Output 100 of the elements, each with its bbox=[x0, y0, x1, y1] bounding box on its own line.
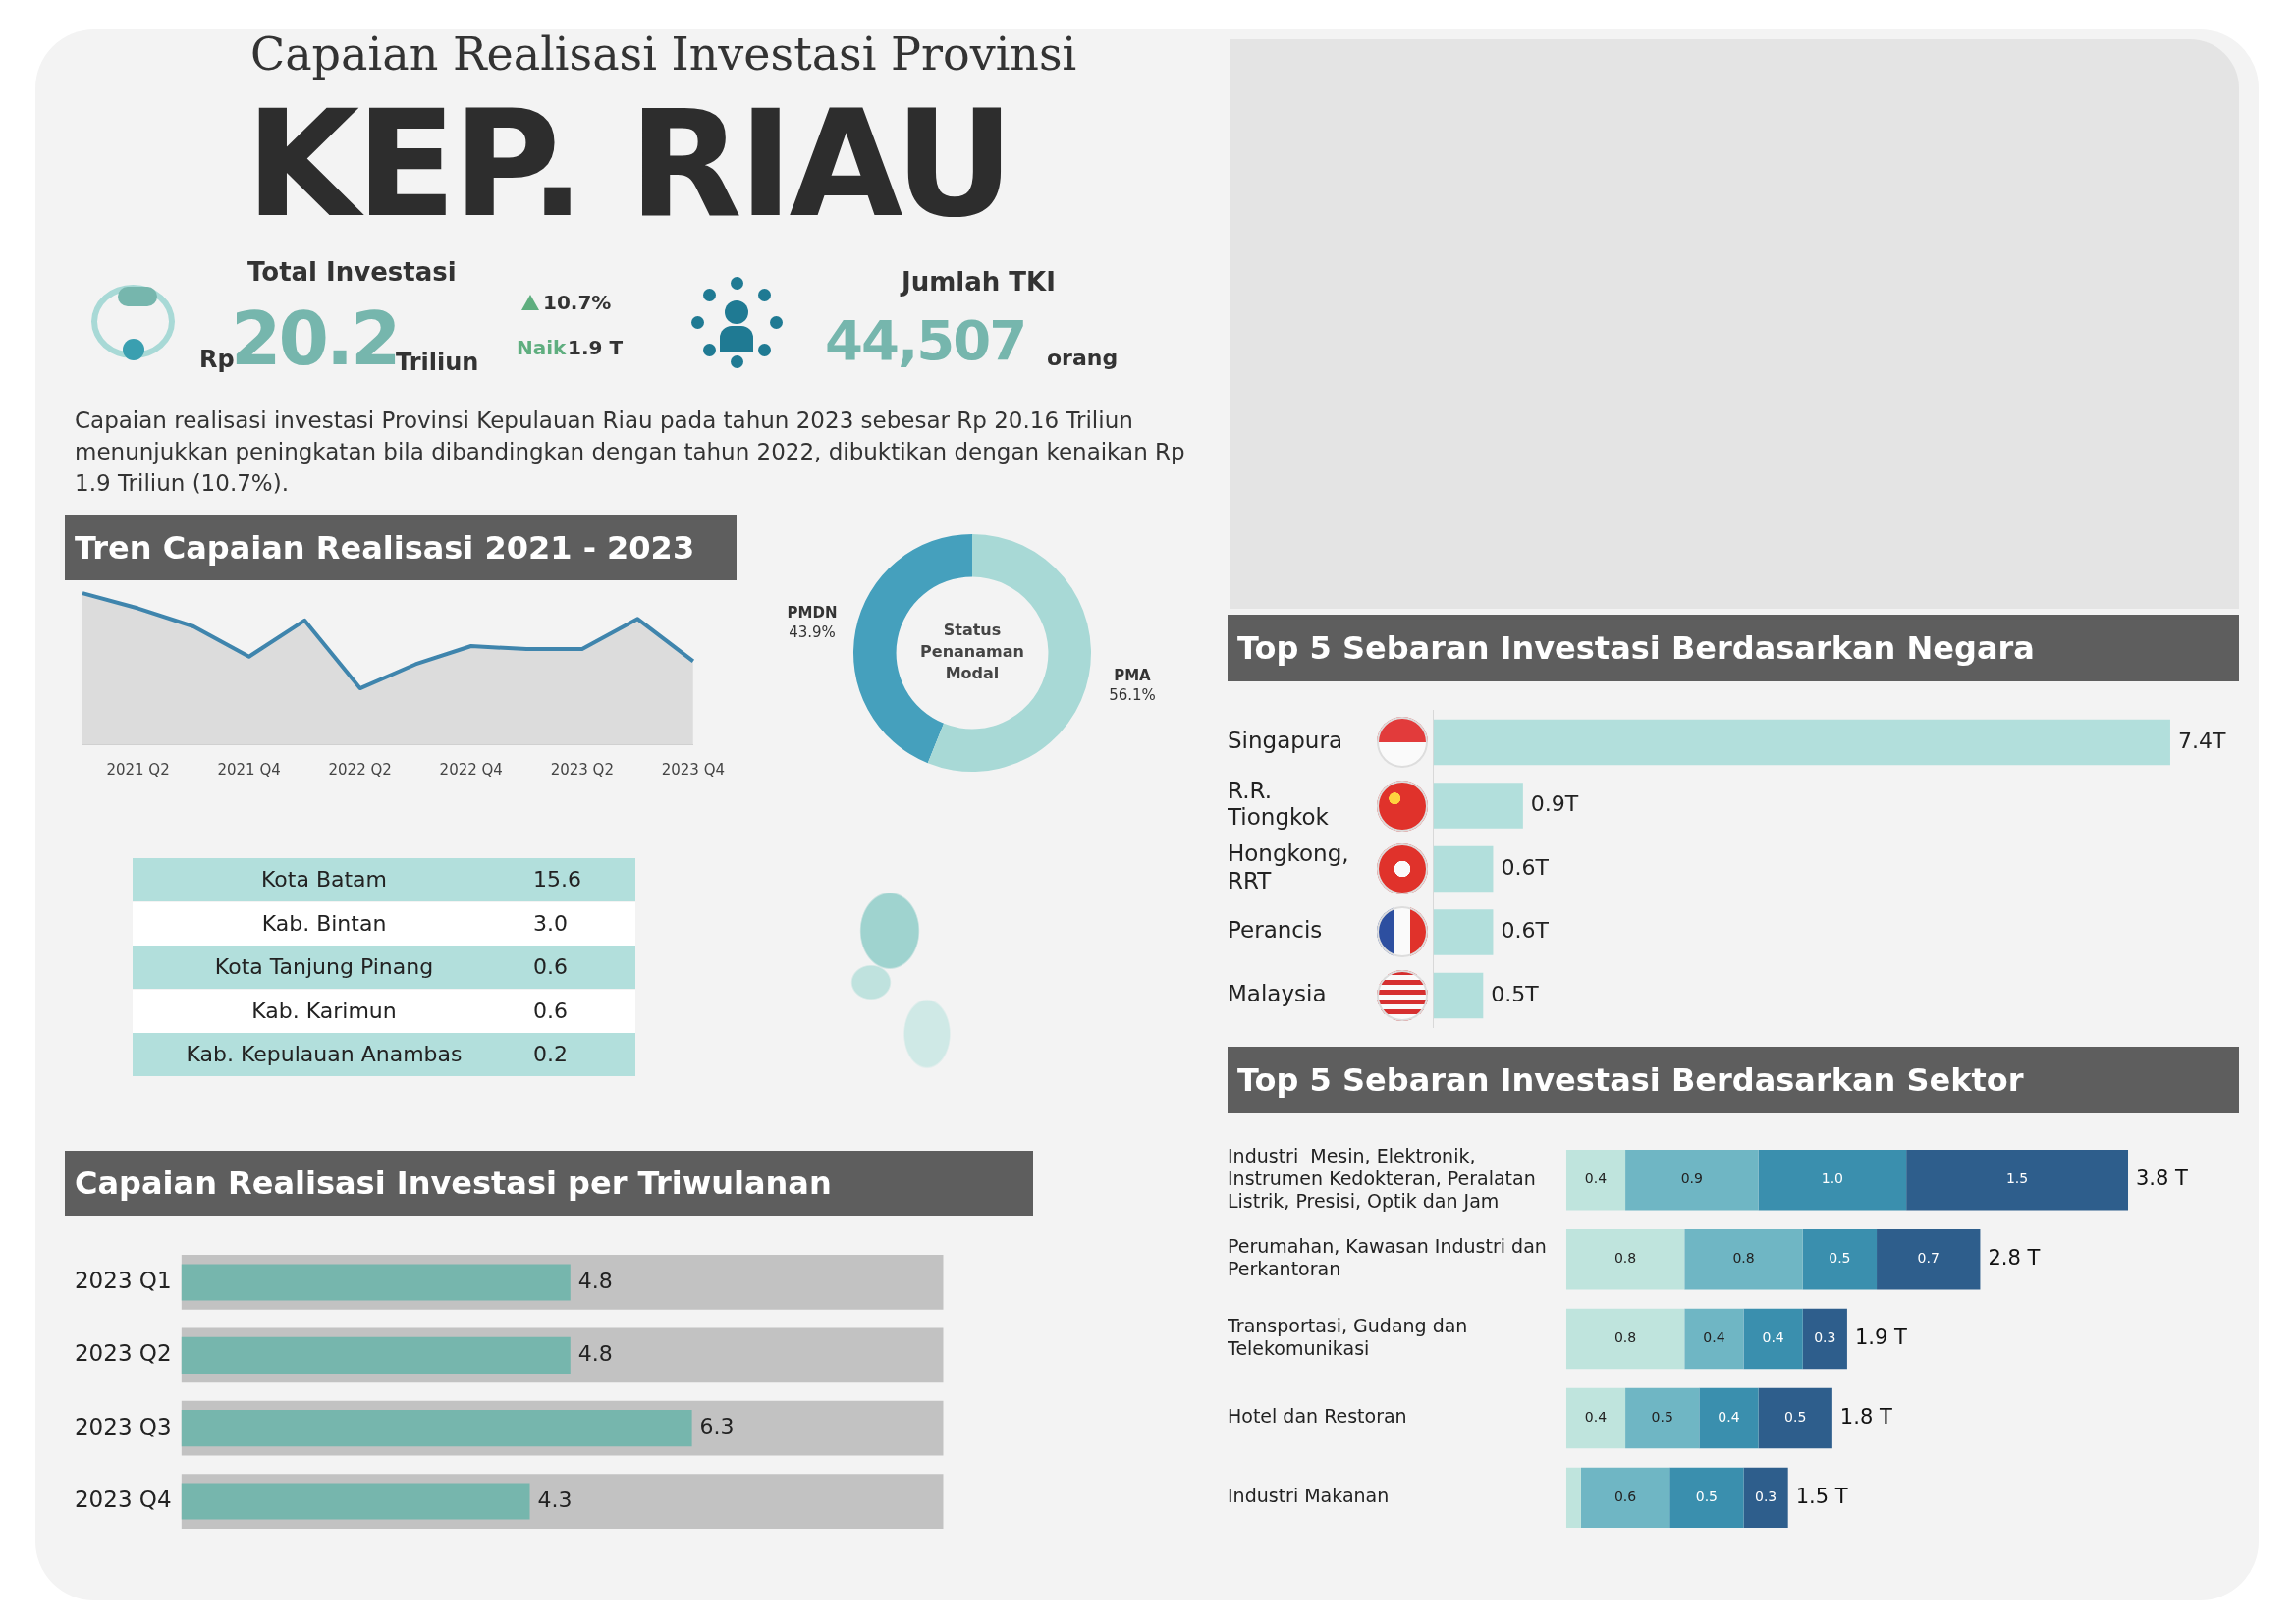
text: Jumlah TKI bbox=[902, 267, 1056, 297]
x-tick-label: 2022 Q2 bbox=[328, 760, 392, 779]
bar bbox=[181, 1264, 571, 1301]
data-label: 0.4 bbox=[1718, 1409, 1740, 1426]
bar bbox=[1565, 1228, 1685, 1290]
data-label: 0.4 bbox=[1703, 1329, 1725, 1346]
text: Total Investasi bbox=[247, 257, 457, 287]
text: Status Penanaman Modal bbox=[920, 621, 1024, 682]
data-label: 43.9% bbox=[789, 623, 836, 642]
bar bbox=[1565, 1150, 1626, 1211]
data-label: 0.5 bbox=[1784, 1409, 1807, 1426]
chart-title: Tren Capaian Realisasi 2021 - 2023 bbox=[65, 515, 737, 580]
bar bbox=[1625, 1150, 1759, 1211]
total-label: 3.8 T bbox=[2136, 1166, 2189, 1191]
data-label: 0.4 bbox=[1584, 1170, 1608, 1187]
category-label: Kab. Kepulauan Anambas bbox=[185, 1042, 464, 1066]
data-label: 0.3 bbox=[1814, 1329, 1836, 1346]
data-label: 0.9 bbox=[1680, 1170, 1703, 1187]
text: 0.2 bbox=[533, 1042, 568, 1066]
data-label: 0.6T bbox=[1501, 854, 1550, 880]
chart-title: Capaian Realisasi Investasi per Triwulanan bbox=[65, 1151, 1033, 1216]
y-tick-label: 2023 Q2 bbox=[74, 1340, 172, 1367]
bar bbox=[1580, 1467, 1670, 1529]
bar bbox=[1433, 972, 1484, 1019]
y-tick-label: Industri Makanan bbox=[1228, 1485, 1390, 1507]
data-label: 0.4 bbox=[1762, 1329, 1784, 1346]
data-label: 4.3 bbox=[537, 1487, 573, 1512]
data-label: 4.8 bbox=[577, 1268, 613, 1293]
bar bbox=[1877, 1228, 1981, 1290]
bar bbox=[1565, 1308, 1685, 1370]
text: KEP. RIAU bbox=[246, 79, 1011, 249]
text: 10.7% bbox=[543, 291, 612, 314]
text: Triliun bbox=[396, 349, 479, 376]
text: Capaian Realisasi Investasi Provinsi bbox=[250, 27, 1077, 81]
x-tick-label: 2021 Q2 bbox=[106, 760, 170, 779]
data-label: 1.0 bbox=[1821, 1170, 1843, 1187]
chart-title: Top 5 Sebaran Investasi Berdasarkan Sektor bbox=[1228, 1047, 2239, 1113]
data-label: 6.3 bbox=[699, 1414, 735, 1439]
text: 44,507 bbox=[825, 308, 1026, 373]
category-label: Kota Tanjung Pinang bbox=[213, 954, 435, 979]
slice-label: PMA bbox=[1114, 666, 1152, 684]
x-tick-label: 2021 Q4 bbox=[217, 760, 281, 779]
bar bbox=[1802, 1308, 1847, 1370]
bar bbox=[1758, 1387, 1832, 1449]
bar bbox=[1684, 1228, 1803, 1290]
bar bbox=[181, 1483, 530, 1520]
bar bbox=[1433, 909, 1494, 955]
y-tick-label: Industri Mesin, Elektronik, Instrumen Kedokteran, Peralatan Listrik, Presisi, Optik dan Jam bbox=[1228, 1144, 1536, 1212]
y-tick-label: Hotel dan Restoran bbox=[1228, 1405, 1407, 1428]
data-label: 0.6 bbox=[1613, 1489, 1637, 1504]
bar bbox=[1625, 1387, 1700, 1449]
data-label: 0.8 bbox=[1613, 1329, 1637, 1346]
data-label: 0.3 bbox=[1754, 1489, 1777, 1504]
chart-title: Top 5 Sebaran Investasi Berdasarkan Negara bbox=[1228, 615, 2239, 681]
bar bbox=[181, 1410, 692, 1447]
bar bbox=[1802, 1228, 1878, 1290]
text: Naik bbox=[517, 336, 567, 359]
y-tick-label: 2023 Q4 bbox=[74, 1486, 172, 1512]
bar bbox=[1669, 1467, 1744, 1529]
data-label: 0.4 bbox=[1584, 1409, 1608, 1426]
data-label: 0.5 bbox=[1695, 1489, 1719, 1504]
data-label: 0.9T bbox=[1530, 791, 1579, 817]
total-label: 1.8 T bbox=[1839, 1404, 1892, 1429]
text: 3.0 bbox=[533, 910, 568, 936]
x-tick-label: 2023 Q4 bbox=[661, 760, 725, 779]
bar bbox=[1699, 1387, 1759, 1449]
text: 1.9 T bbox=[568, 336, 624, 359]
bar bbox=[1433, 783, 1523, 829]
category-label: Kota Batam bbox=[260, 867, 388, 892]
data-label: 1.5 bbox=[2005, 1170, 2029, 1187]
bar bbox=[1565, 1387, 1626, 1449]
data-label: 0.6T bbox=[1501, 918, 1550, 944]
bar bbox=[1684, 1308, 1744, 1370]
slice-label: PMDN bbox=[787, 604, 838, 623]
y-tick-label: Perancis bbox=[1228, 917, 1323, 944]
data-label: 56.1% bbox=[1109, 685, 1156, 704]
text: 0.6 bbox=[533, 954, 568, 979]
y-tick-label: Hongkong, RRT bbox=[1228, 840, 1349, 893]
text: 0.6 bbox=[533, 998, 568, 1023]
bar bbox=[1906, 1150, 2129, 1211]
total-label: 2.8 T bbox=[1988, 1246, 2041, 1271]
bar bbox=[181, 1336, 571, 1374]
bar bbox=[1743, 1308, 1803, 1370]
bar bbox=[1743, 1467, 1788, 1529]
total-label: 1.5 T bbox=[1795, 1484, 1848, 1508]
y-tick-label: 2023 Q3 bbox=[74, 1413, 172, 1439]
category-label: Kab. Karimun bbox=[250, 998, 398, 1023]
data-label: 0.5 bbox=[1829, 1250, 1851, 1267]
bar bbox=[1565, 1467, 1581, 1529]
y-tick-label: R.R. Tiongkok bbox=[1227, 777, 1330, 831]
category-label: Kab. Bintan bbox=[260, 910, 388, 936]
data-label: 7.4T bbox=[2177, 728, 2226, 753]
text: 15.6 bbox=[533, 867, 581, 892]
data-label: 0.8 bbox=[1732, 1250, 1755, 1267]
text: orang bbox=[1047, 346, 1119, 370]
data-label: 4.8 bbox=[577, 1341, 613, 1367]
data-label: 0.7 bbox=[1917, 1250, 1940, 1267]
text: Capaian realisasi investasi Provinsi Kepulauan Riau pada tahun 2023 sebesar Rp 20.16 Triliun menunjukkan peningkatan bila dibandingkan dengan tahun 2022, dibuktikan dengan kenaikan Rp 1.9 Triliun (10.7%). bbox=[75, 406, 1186, 498]
x-tick-label: 2022 Q4 bbox=[439, 760, 503, 779]
x-tick-label: 2023 Q2 bbox=[550, 760, 614, 779]
